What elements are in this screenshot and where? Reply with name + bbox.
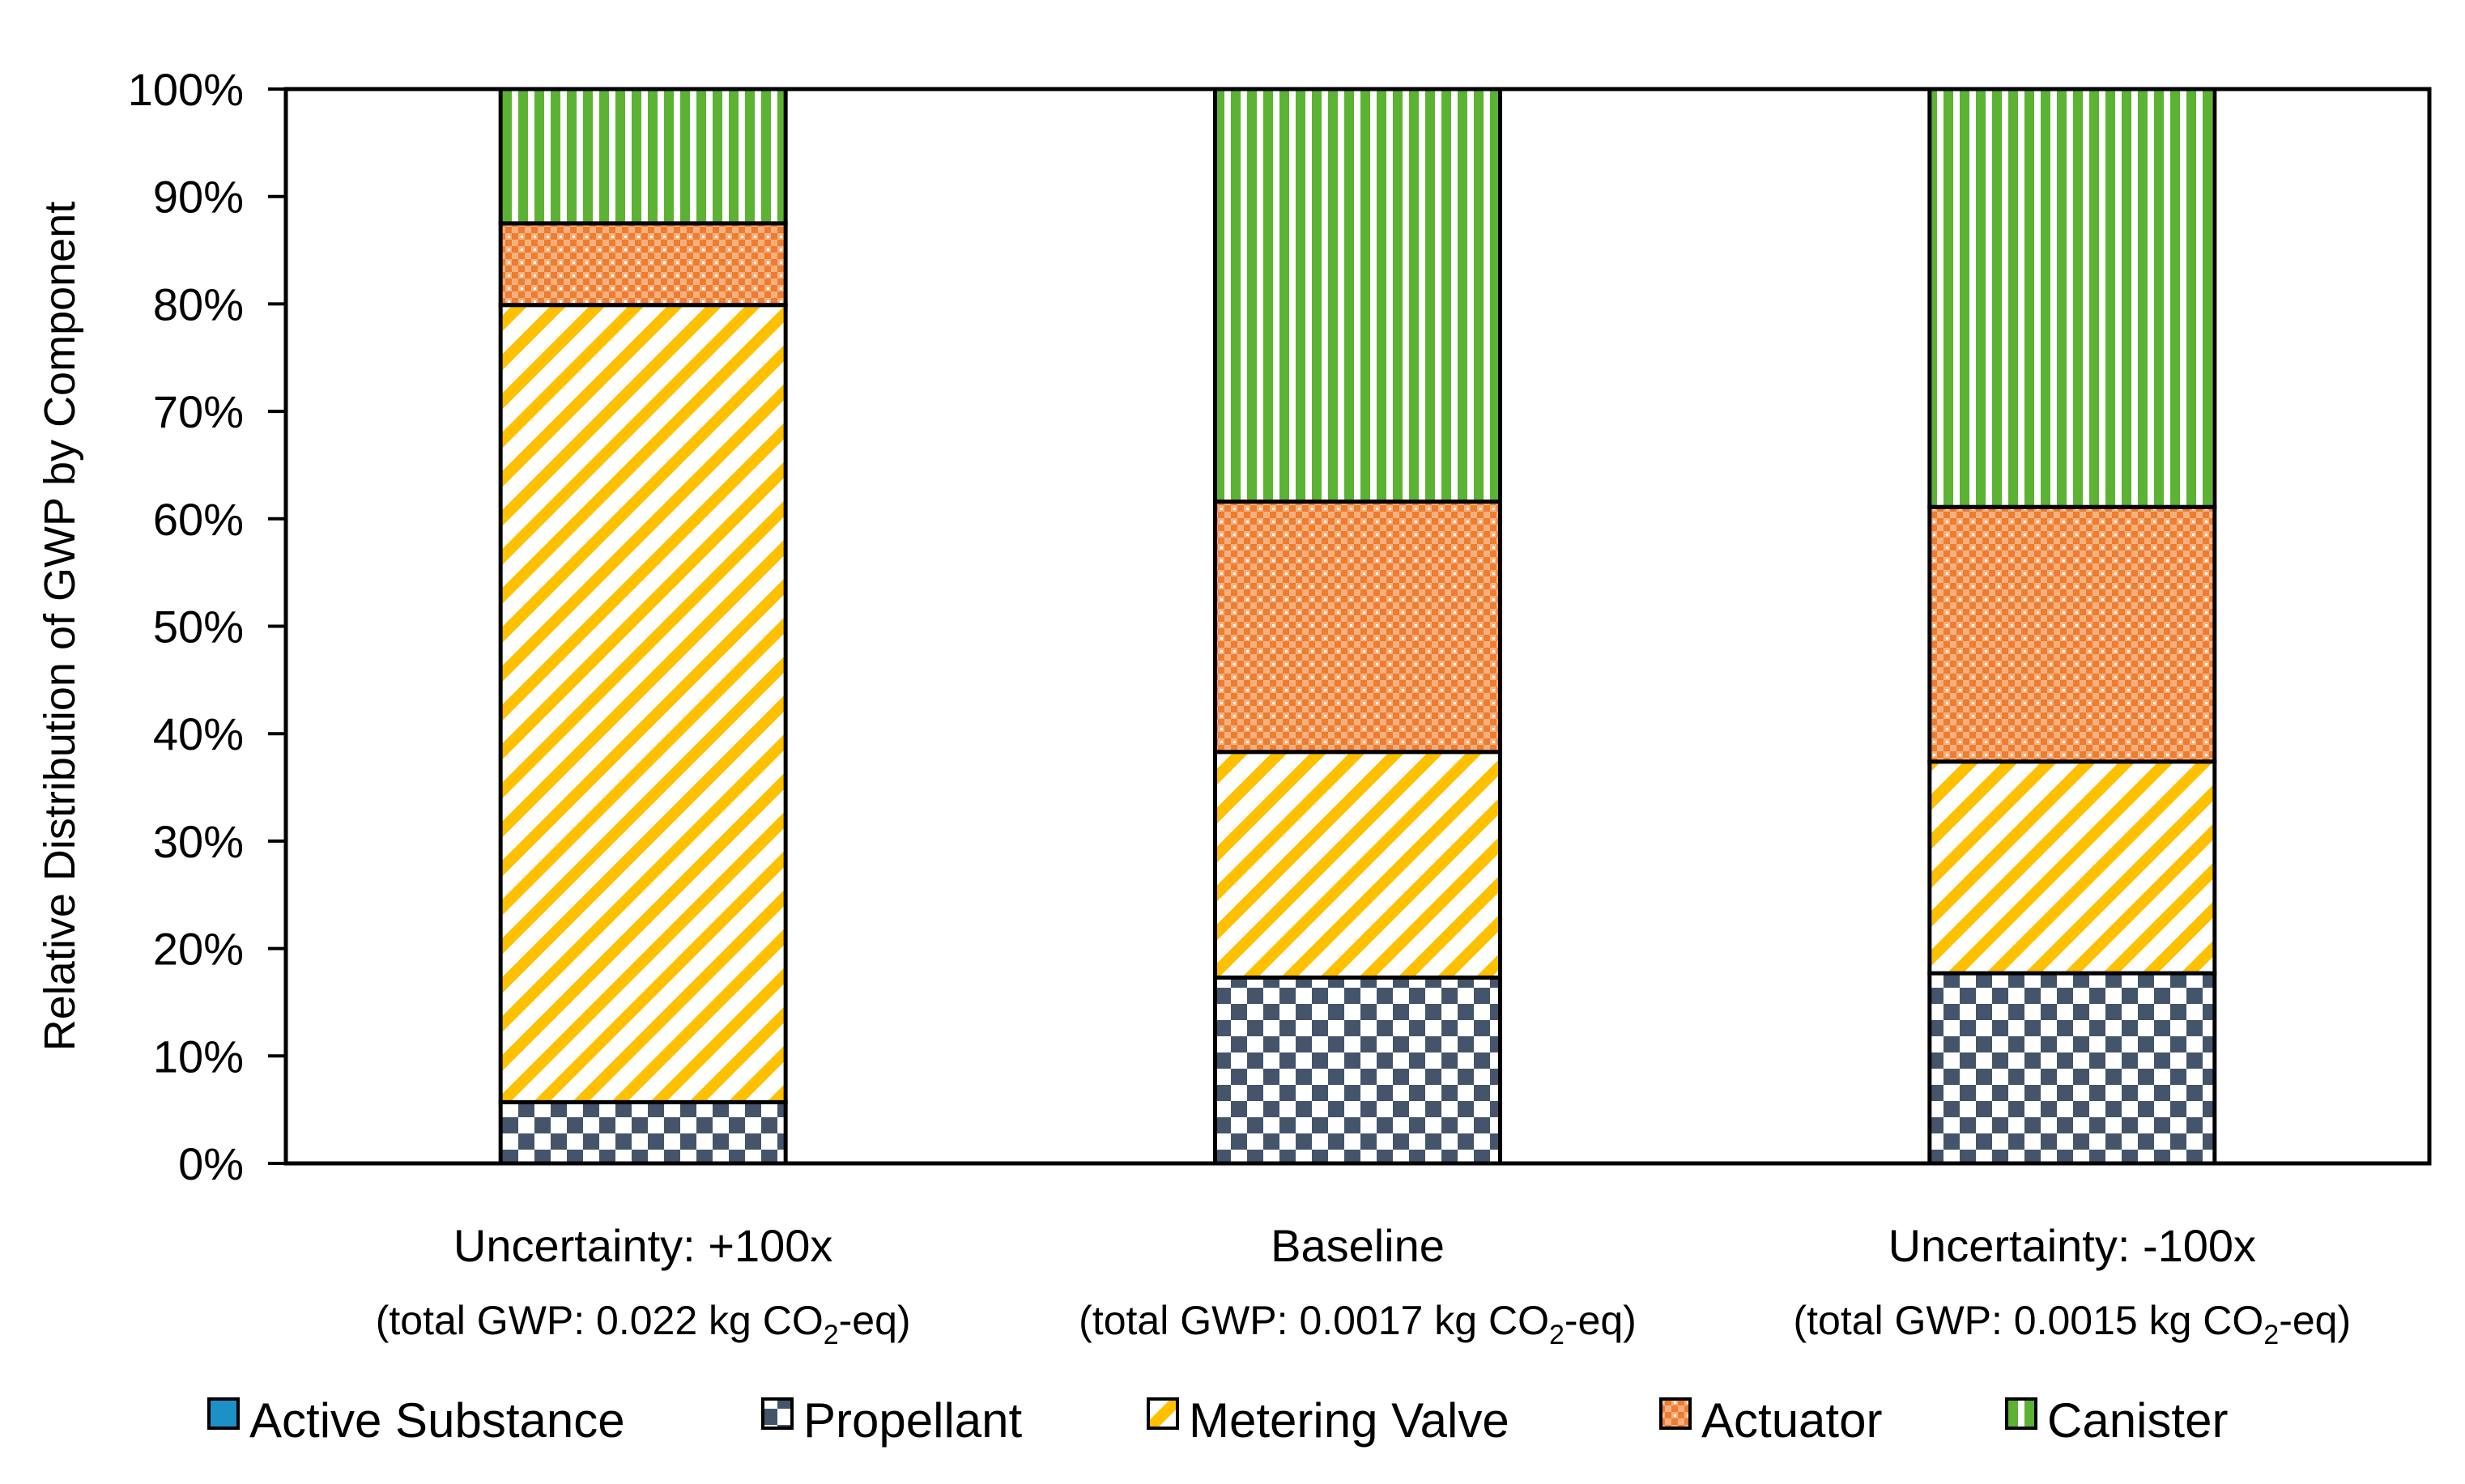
y-tick-label: 60% [153, 494, 244, 545]
x-category-sublabel: (total GWP: 0.022 kg CO2-eq) [376, 1298, 911, 1350]
y-tick-label: 20% [153, 924, 244, 975]
legend-swatch-propellant [761, 1397, 794, 1430]
y-tick-label: 40% [153, 708, 244, 759]
x-category-sublabel: (total GWP: 0.0017 kg CO2-eq) [1079, 1298, 1637, 1350]
legend-label: Metering Valve [1189, 1393, 1509, 1448]
y-tick-label: 100% [128, 64, 244, 115]
legend-swatch-actuator [1659, 1397, 1692, 1430]
legend-label: Active Substance [249, 1393, 625, 1448]
y-tick-label: 80% [153, 279, 244, 330]
legend-swatch-active-substance [207, 1397, 240, 1430]
y-tick-label: 0% [178, 1138, 244, 1189]
bar-segment-canister [1927, 87, 2217, 509]
legend-label: Actuator [1701, 1393, 1882, 1448]
legend-swatch-canister [2005, 1397, 2037, 1430]
y-tick-label: 90% [153, 172, 244, 223]
bar-segment-actuator [1213, 500, 1502, 755]
bar-segment-propellant [1213, 975, 1502, 1166]
bar-segment-metering-valve [498, 303, 788, 1104]
bar-segment-canister [1213, 87, 1502, 504]
legend-label: Canister [2047, 1393, 2228, 1448]
bar-segment-actuator [1927, 504, 2217, 764]
bar-segment-canister [498, 87, 788, 226]
bar-segment-propellant [498, 1099, 788, 1166]
x-category-label: Baseline [1271, 1220, 1445, 1271]
y-axis-label: Relative Distribution of GWP by Componen… [36, 202, 84, 1051]
y-tick-label: 10% [153, 1031, 244, 1082]
x-category-sublabel: (total GWP: 0.0015 kg CO2-eq) [1794, 1298, 2352, 1350]
y-tick-label: 30% [153, 816, 244, 867]
legend-label: Propellant [803, 1393, 1023, 1448]
y-tick-label: 50% [153, 602, 244, 653]
bar-segment-propellant [1927, 971, 2217, 1166]
legend-swatch-metering-valve [1147, 1397, 1179, 1430]
x-category-label: Uncertainty: +100x [453, 1220, 832, 1271]
bar-segment-metering-valve [1927, 759, 2217, 976]
bar-segment-metering-valve [1213, 750, 1502, 980]
bar-segment-actuator [498, 221, 788, 308]
y-tick-label: 70% [153, 386, 244, 437]
x-category-label: Uncertainty: -100x [1888, 1220, 2256, 1271]
